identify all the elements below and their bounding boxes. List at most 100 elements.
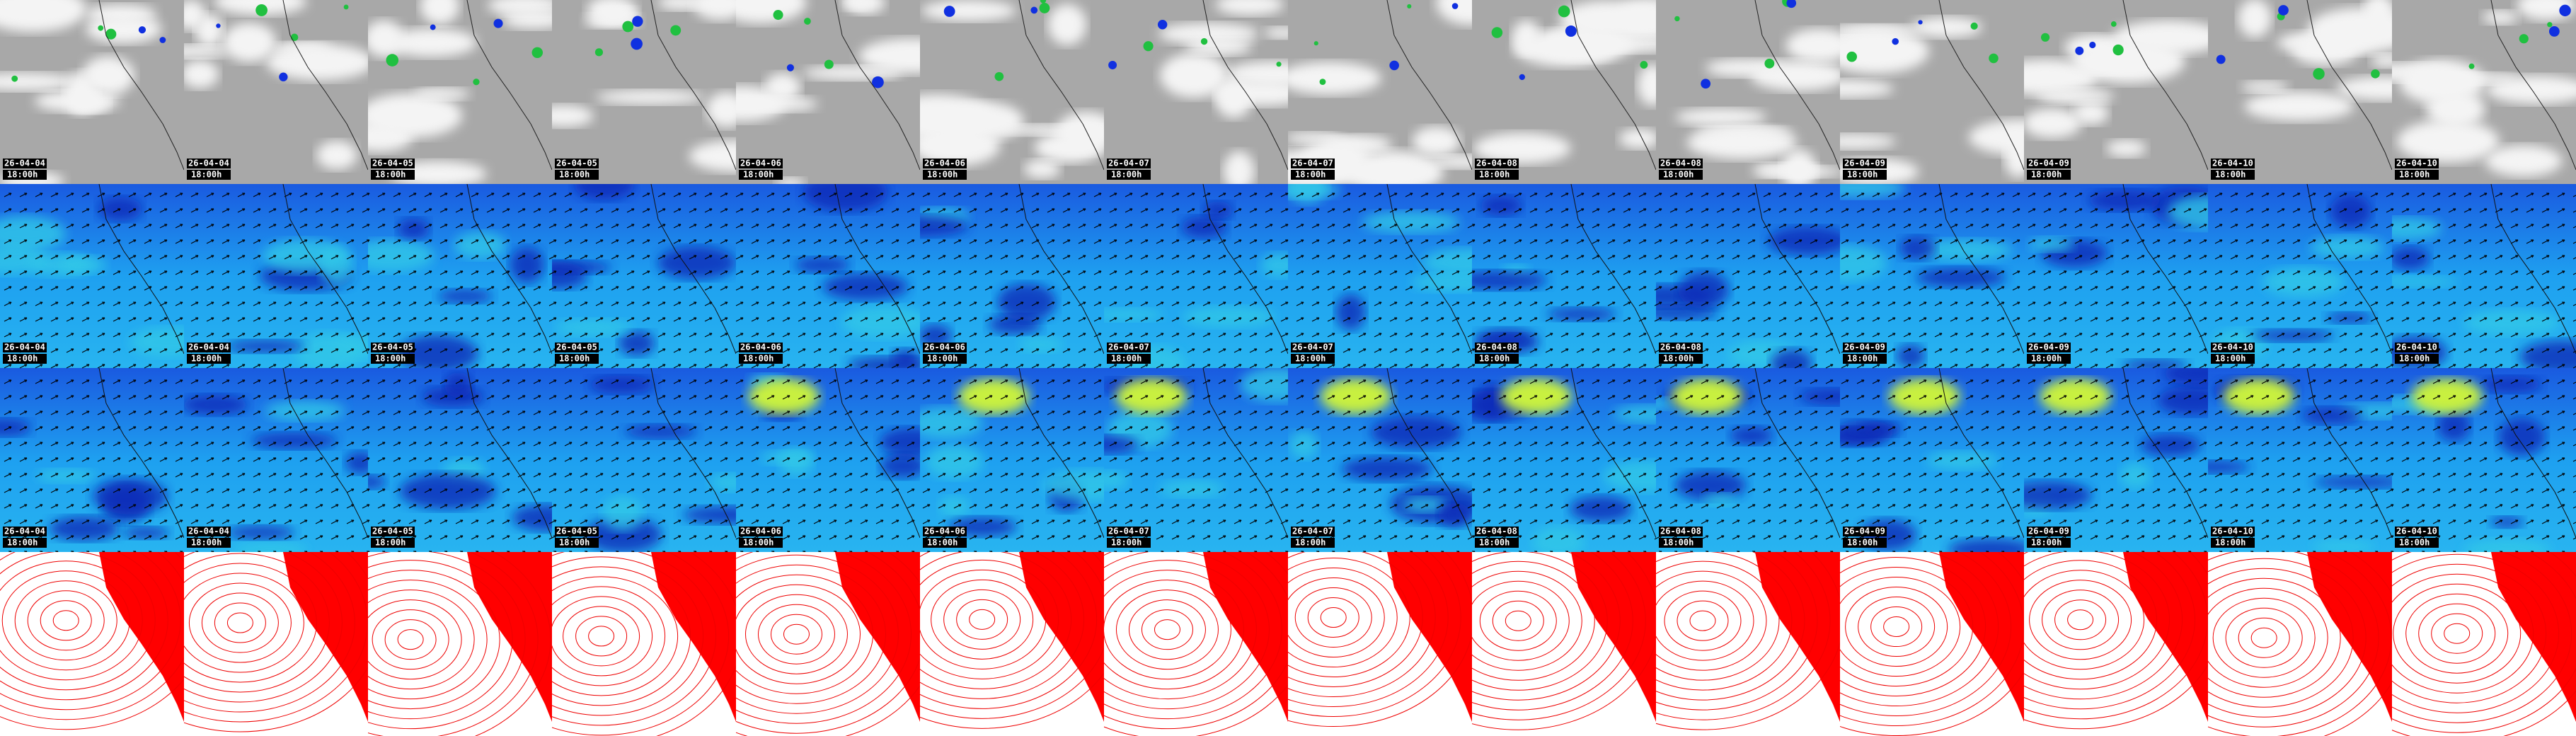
coastline	[1386, 0, 1472, 171]
date-label: 26-04-05	[556, 159, 597, 168]
date-label: 26-04-06	[924, 527, 965, 536]
cloud	[2073, 101, 2109, 125]
isobar	[1505, 610, 1531, 631]
coastline	[282, 368, 368, 539]
isobar	[1492, 600, 1544, 641]
isobar	[2208, 577, 2341, 698]
time-label: 18:00h	[1479, 170, 1510, 180]
date-label-box	[1659, 343, 1703, 352]
date-label-box	[1659, 159, 1703, 168]
cloud	[2398, 59, 2485, 105]
time-label: 18:00h	[2031, 354, 2062, 364]
precip	[2559, 4, 2571, 17]
wind-arrows	[1104, 368, 1288, 552]
map-thumbnail: 26-04-08 18:00h	[1472, 368, 1656, 552]
coastline	[1570, 184, 1656, 355]
cloud	[2485, 145, 2563, 177]
date-label-box	[1475, 527, 1519, 536]
isobar	[0, 560, 143, 681]
precip	[2089, 41, 2096, 49]
precip	[1040, 0, 1047, 4]
isobar	[969, 609, 996, 630]
wind-arrows	[2024, 184, 2208, 368]
time-label-box	[1659, 538, 1703, 548]
precip	[2519, 34, 2529, 44]
coastline	[466, 0, 552, 171]
precip	[1313, 41, 1318, 46]
land	[1571, 552, 1656, 722]
date-label: 26-04-07	[1108, 527, 1149, 536]
isobar	[2024, 552, 2196, 710]
cloud	[552, 105, 594, 127]
precip	[2075, 46, 2084, 55]
cloud	[2517, 0, 2576, 21]
cloud	[1618, 128, 1656, 149]
coastline	[834, 368, 920, 539]
time-label: 18:00h	[927, 354, 958, 364]
date-label-box	[1843, 343, 1887, 352]
cloud	[1034, 132, 1103, 163]
isobar	[2392, 552, 2576, 733]
date-label-box	[2395, 159, 2439, 168]
land	[2307, 552, 2392, 722]
land	[1755, 552, 1840, 722]
time-label-box	[555, 170, 599, 180]
map-thumbnail	[736, 552, 920, 736]
coastline	[2306, 184, 2392, 355]
precip	[98, 25, 104, 31]
isobar	[920, 559, 1059, 679]
cloud	[1436, 0, 1472, 25]
time-label: 18:00h	[927, 170, 958, 180]
wind-arrows	[552, 184, 736, 368]
time-label: 18:00h	[2399, 354, 2430, 364]
precip	[786, 64, 794, 71]
isobar	[2208, 552, 2379, 728]
isobar	[2024, 552, 2183, 700]
isobar	[368, 552, 526, 730]
cloud	[488, 0, 552, 16]
cloud	[1675, 108, 1767, 126]
date-label-box	[739, 343, 783, 352]
wind-arrows	[1840, 368, 2024, 552]
map-layer	[552, 552, 736, 736]
map-layer	[736, 0, 920, 184]
map-thumbnail: 26-04-04 18:00h	[184, 0, 368, 184]
cloud	[736, 0, 807, 24]
coastline	[1018, 368, 1104, 539]
date-label-box	[555, 159, 599, 168]
isobar	[1840, 552, 2012, 716]
coastline	[1570, 0, 1656, 171]
isobar	[2208, 552, 2392, 736]
time-label-box	[2395, 170, 2439, 180]
time-label: 18:00h	[1663, 538, 1694, 548]
date-label: 26-04-06	[740, 343, 781, 352]
date-label-box	[2027, 527, 2071, 536]
coastline	[2122, 368, 2208, 539]
date-label: 26-04-04	[4, 527, 45, 536]
cloud	[2036, 88, 2114, 105]
isobar	[474, 552, 551, 736]
precip	[493, 18, 503, 28]
precip	[1970, 22, 1978, 30]
map-layer	[184, 368, 368, 552]
isobar	[214, 602, 266, 643]
time-label-box	[555, 354, 599, 364]
map-thumbnail: 26-04-05 18:00h	[368, 184, 552, 368]
date-label: 26-04-08	[1476, 159, 1517, 168]
isobar	[1472, 552, 1608, 691]
time-label-box	[2027, 538, 2071, 548]
isobar	[1472, 552, 1633, 711]
cloud	[1781, 149, 1817, 184]
date-label: 26-04-10	[2396, 343, 2437, 352]
isobar	[588, 626, 615, 647]
cloud	[1840, 134, 1897, 149]
isobar	[1288, 552, 1472, 727]
time-label-box	[1107, 170, 1151, 180]
isobar	[2024, 552, 2170, 690]
time-label-box	[1843, 354, 1887, 364]
cloud	[2485, 75, 2576, 104]
map-thumbnail: 26-04-04 18:00h	[0, 0, 184, 184]
isobar	[1656, 560, 1780, 681]
cloud	[1786, 28, 1840, 63]
date-label-box	[1843, 527, 1887, 536]
